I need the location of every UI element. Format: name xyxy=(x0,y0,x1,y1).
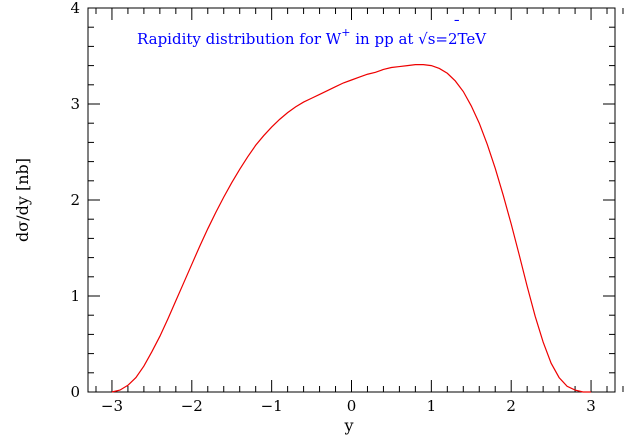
y-tick-label: 3 xyxy=(70,95,80,113)
x-tick-label: 1 xyxy=(427,397,437,415)
x-tick-label: −1 xyxy=(261,397,283,415)
y-tick-label: 1 xyxy=(70,287,80,305)
y-tick-label: 4 xyxy=(70,0,80,17)
title-middle: in p xyxy=(350,30,384,48)
rapidity-curve xyxy=(111,64,592,393)
title-prefix: Rapidity distribution for W xyxy=(137,30,342,48)
x-tick-label: 0 xyxy=(347,397,357,415)
y-tick-label: 0 xyxy=(70,383,80,401)
x-tick-label: 2 xyxy=(506,397,516,415)
plot-frame xyxy=(87,7,616,393)
x-axis-label: y xyxy=(343,416,353,435)
chart-title: Rapidity distribution for W+ in pp at √s… xyxy=(137,26,487,48)
title-superscript: + xyxy=(341,26,350,39)
x-tick-label: −2 xyxy=(181,397,203,415)
title-antiproton: p xyxy=(384,30,394,48)
x-tick-label: −3 xyxy=(101,397,123,415)
axis-ticks xyxy=(88,7,624,393)
x-tick-label: 3 xyxy=(586,397,596,415)
title-antiproton-bar: ¯ xyxy=(453,17,461,35)
tick-labels: −3 −2 −1 0 1 2 3 0 1 2 3 4 xyxy=(70,0,595,415)
y-axis-label: dσ/dy [nb] xyxy=(13,158,32,242)
y-tick-label: 2 xyxy=(70,191,80,209)
title-suffix: at √s=2TeV xyxy=(394,30,488,48)
